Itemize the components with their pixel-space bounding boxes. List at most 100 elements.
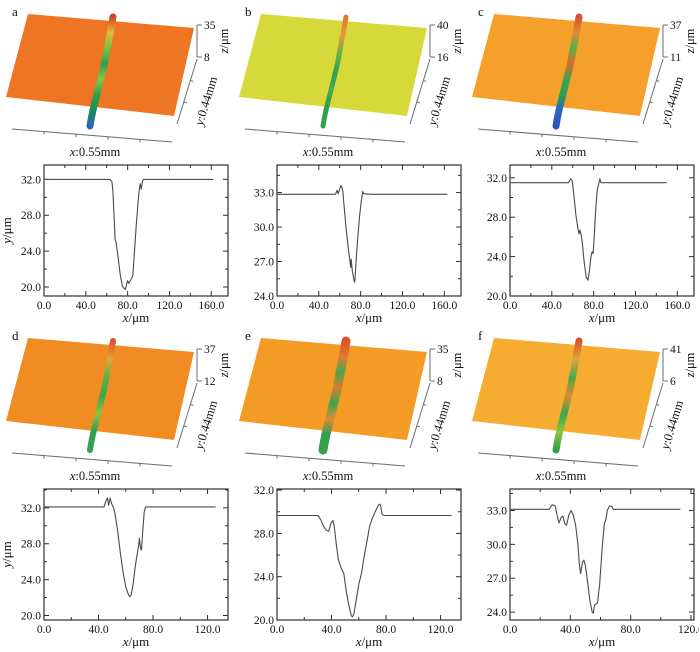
profile-x-axis-label: x/μm: [355, 310, 382, 325]
x-tick-label: 120.0: [195, 624, 221, 636]
y-tick-label: 24.0: [487, 252, 507, 264]
surface-z-axis: [429, 348, 435, 382]
x-tick-label: 80.0: [118, 300, 138, 312]
panel-letter: b: [245, 4, 252, 19]
surface-z-axis: [196, 24, 202, 58]
plot-frame: [276, 488, 462, 621]
surface-y-axis-label: y:0.44mm: [658, 74, 687, 128]
surface-z-axis-label: z/μm: [450, 28, 464, 54]
surface-topography: [472, 14, 660, 116]
y-tick-label: 32.0: [487, 173, 507, 185]
z-tick-label-bottom: 6: [670, 376, 676, 388]
surface-z-axis: [662, 348, 668, 382]
y-tick-label: 24.0: [21, 246, 41, 258]
y-tick-label: 28.0: [21, 210, 41, 222]
x-tick-label: 40.0: [560, 624, 580, 636]
surface-x-axis-label: x:0.55mm: [302, 145, 354, 159]
y-tick-label: 28.0: [487, 212, 507, 224]
surface-y-axis-label: y:0.44mm: [658, 398, 687, 452]
panel-e: e x:0.55mm y:0.44mm 35 8 z/μm 0.0 40.0 80.0 120.0…: [233, 326, 466, 650]
profile-curve: [44, 178, 214, 290]
y-tick-label: 30.0: [254, 222, 274, 234]
surface-y-axis-label: y:0.44mm: [192, 398, 221, 452]
surface-x-axis-label: x:0.55mm: [535, 469, 587, 483]
x-tick-label: 40.0: [542, 300, 562, 312]
x-tick-label: 120.0: [390, 300, 416, 312]
groove-stripe: [320, 14, 349, 129]
x-tick-label: 120.0: [428, 624, 454, 636]
profile-y-axis-label: y/μm: [0, 541, 14, 569]
surface-y-axis-label: y:0.44mm: [192, 74, 221, 128]
z-tick-label-top: 35: [204, 20, 216, 32]
surface-z-axis-label: z/μm: [683, 352, 697, 378]
y-tick-label: 27.0: [487, 573, 507, 585]
profile-plot-a: 0.0 40.0 80.0 120.0 160.0 20.0 24.0 28.0 32.0 x/μ…: [0, 164, 229, 325]
x-tick-label: 120.0: [678, 624, 699, 636]
surface-y-axis: [642, 382, 664, 449]
x-tick-label: 0.0: [37, 300, 52, 312]
x-tick-label: 80.0: [143, 624, 163, 636]
surface-z-axis: [662, 24, 668, 58]
groove-stripe: [87, 338, 116, 453]
profile-curve: [510, 178, 667, 281]
profile-x-axis-label: x/μm: [122, 310, 149, 325]
x-tick-label: 120.0: [623, 300, 649, 312]
x-tick-label: 160.0: [431, 300, 457, 312]
z-tick-label-top: 37: [670, 20, 682, 32]
profile-curve: [44, 497, 216, 598]
surface-y-axis-label: y:0.44mm: [425, 74, 454, 128]
x-tick-label: 160.0: [198, 300, 224, 312]
z-tick-label-top: 35: [437, 344, 449, 356]
profile-plot-e: 0.0 40.0 80.0 120.0 20.0 24.0 28.0 32.0 x/μm: [254, 485, 462, 649]
surface-x-axis: [11, 128, 173, 143]
y-tick-label: 32.0: [254, 485, 274, 497]
axis-ticks: [43, 165, 228, 296]
z-tick-label-bottom: 11: [670, 52, 681, 64]
z-tick-label-bottom: 8: [204, 52, 210, 64]
profile-curve: [277, 503, 452, 618]
surface-y-axis: [642, 58, 664, 125]
z-tick-label-bottom: 8: [437, 376, 443, 388]
groove-stripe: [552, 13, 583, 130]
plot-frame: [276, 164, 462, 297]
z-tick-label-bottom: 16: [437, 52, 449, 64]
panel-c: c x:0.55mm y:0.44mm 37 11 z/μm 0.0 40.0 80.0 120.…: [466, 2, 699, 326]
y-tick-label: 20.0: [21, 611, 41, 623]
profile-curve: [277, 185, 448, 283]
surface-x-axis-label: x:0.55mm: [302, 469, 354, 483]
x-tick-label: 80.0: [621, 624, 641, 636]
y-tick-label: 32.0: [21, 503, 41, 515]
panel-letter: d: [12, 328, 19, 343]
y-tick-label: 20.0: [21, 282, 41, 294]
y-tick-label: 20.0: [254, 615, 274, 627]
panel-f: f x:0.55mm y:0.44mm 41 6 z/μm 0.0 40.0 80.0 120.0…: [466, 326, 699, 650]
x-tick-label: 0.0: [503, 624, 518, 636]
profile-x-axis-label: x/μm: [122, 634, 149, 649]
y-tick-label: 30.0: [487, 539, 507, 551]
y-tick-label: 24.0: [487, 607, 507, 619]
x-tick-label: 160.0: [664, 300, 690, 312]
surface-plot-b: b x:0.55mm y:0.44mm 40 16z/μm: [239, 4, 464, 159]
surface-plot-f: f x:0.55mm y:0.44mm 41 6 z/μm: [472, 328, 697, 483]
x-tick-label: 80.0: [351, 300, 371, 312]
groove-stripe: [552, 337, 583, 454]
profile-y-axis-label: y/μm: [0, 217, 14, 245]
y-tick-label: 33.0: [254, 188, 274, 200]
y-tick-label: 32.0: [21, 174, 41, 186]
panel-letter: a: [12, 4, 18, 19]
profile-curve: [510, 504, 681, 614]
y-tick-label: 20.0: [487, 291, 507, 303]
x-tick-label: 0.0: [503, 300, 518, 312]
x-tick-label: 40.0: [309, 300, 329, 312]
surface-z-axis: [196, 348, 202, 382]
surface-plot-c: c x:0.55mm y:0.44mm 37 11z/μm: [472, 4, 697, 159]
axis-ticks: [43, 489, 228, 620]
x-tick-label: 0.0: [270, 624, 285, 636]
profile-plot-c: 0.0 40.0 80.0 120.0 160.0 20.0 24.0 28.0 32.0 x/μ…: [487, 164, 695, 325]
x-tick-label: 120.0: [157, 300, 183, 312]
groove-stripe: [318, 336, 351, 455]
surface-z-axis-label: z/μm: [450, 352, 464, 378]
surface-plot-a: a x:0.55mm y:0.44mm 35 8 z/μm: [6, 4, 231, 159]
groove-stripe: [86, 13, 117, 130]
